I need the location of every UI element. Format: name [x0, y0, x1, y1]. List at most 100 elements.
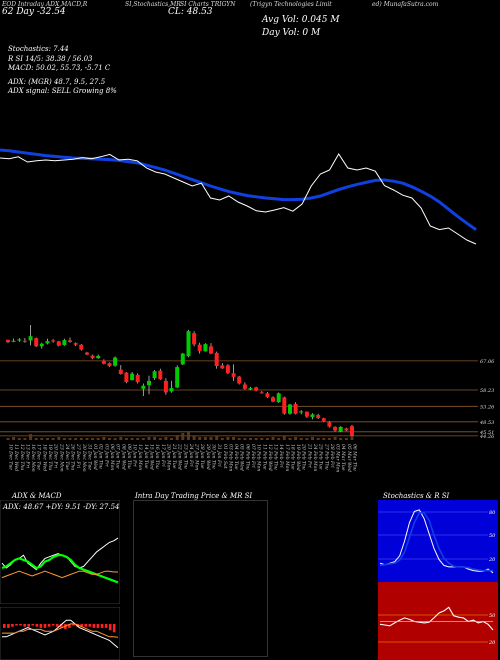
signal-line [2, 623, 119, 638]
macd-histogram-bar [15, 624, 18, 626]
date-tick-label: 04 Mar Tue [340, 444, 346, 471]
date-tick-label: 01 Feb Sat [222, 444, 228, 469]
adx-readout: ADX: (MGR) 48.7, 9.5, 27.5 [8, 78, 106, 86]
volume-bar [108, 438, 111, 440]
date-tick-label: 24 Feb Mon [312, 443, 318, 471]
macd-panel [0, 607, 120, 660]
macd-histogram-bar [88, 624, 92, 627]
stochastics-background [378, 500, 498, 582]
volume-bar [130, 438, 134, 440]
date-tick-label: 23 Dec Mon [58, 443, 64, 472]
volume-bar [203, 437, 207, 440]
candle-body [39, 343, 44, 347]
volume-bar [192, 436, 196, 440]
date-tick-label: 28 Feb Fri [329, 443, 335, 468]
macd-histogram-bar [112, 624, 116, 633]
date-tick-label: 06 Jan Mon [109, 444, 115, 470]
volume-bar [29, 434, 33, 440]
candle-body [147, 380, 151, 386]
candle-body [22, 340, 27, 342]
volume-bar [17, 438, 21, 440]
avg-volume-label: Avg Vol: 0.045 M [262, 15, 340, 25]
close-price-label: CL: 48.53 [168, 7, 213, 17]
volume-bar [254, 438, 258, 440]
date-tick-label: 07 Jan Tue [115, 444, 121, 469]
candle-body [186, 331, 191, 357]
candle-body [180, 353, 185, 365]
header-segment-1: EOD Intraday ADX,MACD,R [2, 1, 88, 8]
date-tick-label: 26 Dec Thu [70, 443, 76, 470]
candle-body [135, 374, 140, 383]
volume-bar [344, 438, 348, 440]
candle-body [169, 388, 174, 392]
header-segment-2: SI,Stochastics,MR [125, 1, 181, 8]
date-tick-label: 05 Feb Wed [239, 444, 245, 471]
macd-histogram-bar [60, 624, 63, 628]
volume-bar [23, 438, 27, 440]
volume-bar [74, 438, 78, 440]
volume-bar [294, 437, 298, 440]
adx-macd-title: ADX & MACD [12, 492, 62, 500]
stochastics-panel: 80 50 20 [378, 500, 498, 582]
candle-body [254, 387, 259, 391]
date-tick-label: 13 Dec Fri [24, 444, 30, 469]
date-tick-label: 04 Feb Tue [233, 444, 239, 470]
candle-body [51, 340, 56, 342]
volume-bar [271, 437, 275, 440]
date-tick-label: 13 Jan Mon [137, 444, 143, 470]
date-tick-label: 20 Dec Fri [53, 443, 59, 469]
volume-bar [85, 438, 89, 440]
volume-bar [209, 437, 213, 440]
volume-bar [62, 438, 66, 440]
macd-histogram-bar [104, 624, 108, 628]
candle-body [62, 340, 67, 345]
candle-body [45, 341, 50, 344]
volume-bar [339, 438, 343, 440]
date-tick-label: 03 Jan Fri [103, 444, 109, 467]
candle-body [175, 367, 180, 388]
candle-body [209, 346, 213, 354]
date-tick-label: 24 Dec Tue [64, 443, 70, 470]
candle-body [276, 393, 281, 403]
date-tick-label: 03 Feb Mon [227, 444, 233, 471]
macd-histogram-bar [3, 624, 6, 628]
candle-body [304, 411, 309, 417]
volume-bar [311, 437, 314, 440]
date-tick-label: 21 Jan Tue [171, 443, 177, 469]
candle-body [118, 369, 123, 374]
date-tick-label: 01 Jan Wed [92, 444, 98, 470]
volume-bar [136, 438, 140, 440]
stochastics-ytick: 20 [488, 557, 496, 563]
macd-line [2, 619, 119, 649]
volume-bar [12, 437, 16, 440]
date-tick-label: 03 Mar Mon [335, 444, 341, 472]
price-level-label: 48.53 [479, 420, 494, 426]
price-level-label: 53.26 [480, 404, 495, 410]
candle-body [203, 344, 208, 352]
candle-body [163, 380, 168, 393]
candle-body [288, 404, 292, 414]
date-tick-label: 27 Jan Mon [194, 443, 200, 470]
volume-bar [327, 438, 331, 440]
price-level-label: 44.26 [479, 434, 495, 440]
macd-histogram-bar [47, 624, 51, 627]
macd-histogram-bar [55, 624, 59, 627]
rsi-ytick: 20 [488, 640, 496, 646]
candle-body [158, 370, 163, 380]
volume-bar [333, 437, 337, 440]
macd-histogram-bar [96, 624, 100, 628]
volume-bar [215, 436, 219, 440]
stochastics-rsi-title: Stochastics & R SI [383, 492, 450, 500]
macd-histogram-bar [23, 624, 26, 627]
macd-histogram-bar [72, 624, 75, 626]
volume-bar [305, 438, 309, 440]
candle-body [113, 357, 118, 366]
price-change-label: 62 Day -32.54 [2, 7, 66, 17]
candle-body [242, 384, 247, 389]
stochastics-readout: Stochastics: 7.44 [8, 45, 69, 53]
volume-bar [147, 437, 151, 440]
date-tick-label: 05 Mar Wed [346, 444, 352, 472]
candle-body [17, 339, 22, 341]
volume-bar [68, 438, 72, 440]
volume-bar [40, 438, 44, 440]
